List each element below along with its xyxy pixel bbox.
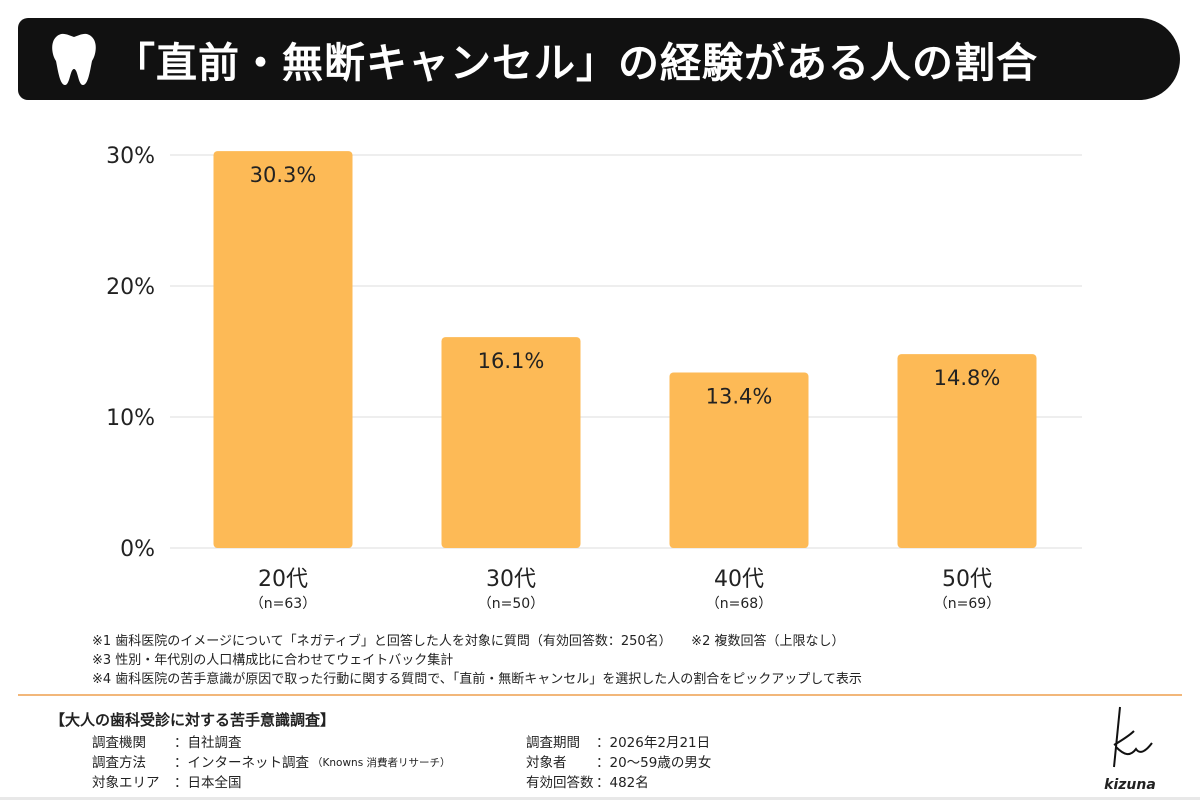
page-title: 「直前・無断キャンセル」の経験がある人の割合 [114, 39, 1038, 87]
info-value: ：インターネット調査 [174, 755, 309, 771]
bar-chart: 0% 10% 20% 30% 30.3% 20代 （n=63） 16.1% 30代 （n=50） 1… [106, 144, 1082, 612]
info-key: 調査機関 [92, 735, 146, 751]
x-tick-label: 30代 [486, 567, 536, 592]
bar [441, 337, 581, 548]
title-bar: 「直前・無断キャンセル」の経験がある人の割合 [18, 18, 1180, 100]
data-label: 16.1% [478, 349, 545, 373]
info-value: ：482名 [596, 775, 649, 791]
x-tick-label: 50代 [942, 567, 992, 592]
data-label: 30.3% [250, 163, 317, 187]
bottom-border [0, 797, 1200, 800]
info-value: ：20～59歳の男女 [596, 755, 712, 771]
footnote: ※4 歯科医院の苦手意識が原因で取った行動に関する質問で、「直前・無断キャンセル… [92, 672, 862, 687]
bar [213, 151, 353, 548]
x-tick-label: 20代 [258, 567, 308, 592]
bar [897, 354, 1037, 548]
footnote: ※1 歯科医院のイメージについて「ネガティブ」と回答した人を対象に質問（有効回答… [92, 634, 845, 649]
info-value: ：2026年2月21日 [596, 735, 711, 751]
info-key: 調査方法 [92, 755, 146, 771]
footnote: ※3 性別・年代別の人口構成比に合わせてウェイトバック集計 [92, 653, 454, 668]
info-key: 調査期間 [526, 735, 580, 751]
kizuna-logo: kizuna [1090, 705, 1170, 795]
survey-info-left: 調査機関 ：自社調査 調査方法 ：インターネット調査 （Knowns 消費者リサーチ）… [92, 733, 451, 793]
signature-mark [1113, 706, 1153, 768]
x-tick-sublabel: （n=63） [250, 596, 316, 612]
x-tick-sublabel: （n=69） [934, 596, 1000, 612]
tooth-icon [52, 33, 96, 85]
survey-title: 【大人の歯科受診に対する苦手意識調査】 [50, 711, 336, 729]
data-label: 14.8% [934, 366, 1001, 390]
info-value: ：自社調査 [174, 735, 242, 751]
info-value-note: （Knowns 消費者リサーチ） [312, 757, 451, 769]
x-tick-label: 40代 [714, 567, 764, 592]
data-label: 13.4% [706, 384, 773, 408]
y-tick-label: 30% [106, 144, 155, 169]
bar [669, 372, 809, 548]
y-tick-label: 20% [106, 275, 155, 300]
y-tick-label: 10% [106, 406, 155, 431]
divider [18, 694, 1182, 696]
x-tick-sublabel: （n=68） [706, 596, 772, 612]
info-key: 有効回答数 [526, 775, 594, 791]
x-tick-sublabel: （n=50） [478, 596, 544, 612]
info-key: 対象エリア [92, 775, 160, 791]
y-tick-label: 0% [120, 537, 155, 562]
survey-info-right: 調査期間 ：2026年2月21日 対象者 ：20～59歳の男女 有効回答数 ：482名 [526, 733, 711, 793]
logo-text: kizuna [1104, 777, 1156, 793]
footnotes: ※1 歯科医院のイメージについて「ネガティブ」と回答した人を対象に質問（有効回答… [92, 632, 862, 689]
info-key: 対象者 [526, 755, 567, 771]
info-value: ：日本全国 [174, 775, 242, 791]
